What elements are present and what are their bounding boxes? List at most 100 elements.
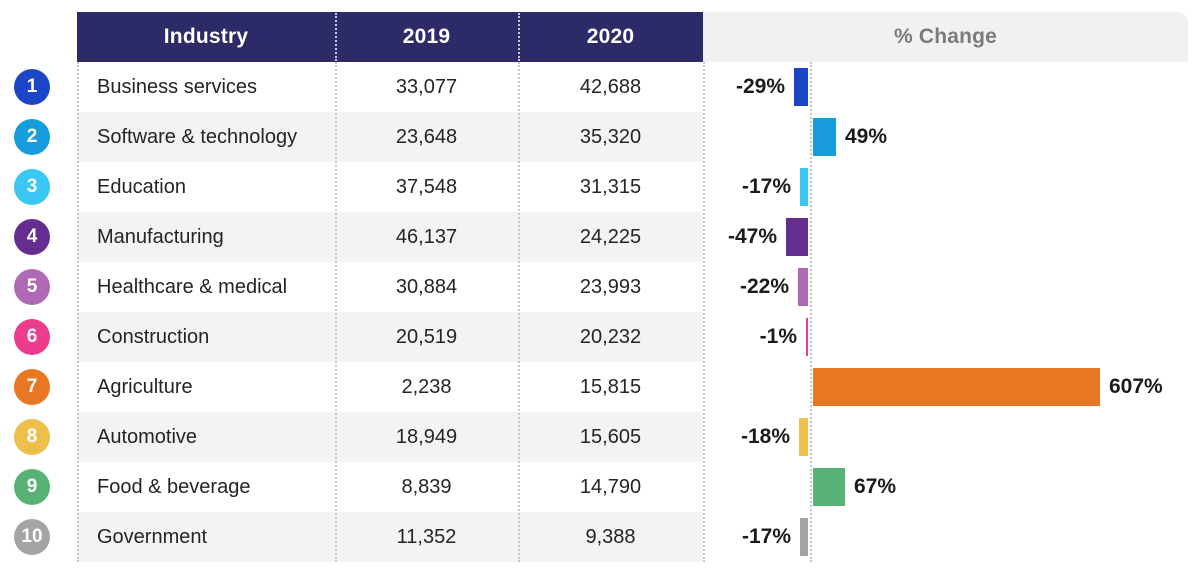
value-2020-cell: 9,388 (518, 512, 703, 562)
table-row: 9 Food & beverage 8,839 14,790 67% (14, 462, 1188, 512)
pct-change-label: -22% (739, 275, 789, 298)
value-2019-cell: 11,352 (335, 512, 518, 562)
value-2020-cell: 31,315 (579, 175, 642, 198)
value-2020-cell: 20,232 (518, 312, 703, 362)
table-row: 1 Business services 33,077 42,688 -29% (14, 62, 1188, 112)
pct-change-label: 607% (1109, 375, 1163, 398)
pct-change-bar (813, 368, 1100, 406)
column-divider (518, 13, 520, 61)
value-2019-cell: 8,839 (401, 475, 452, 498)
pct-change-bar (800, 168, 808, 206)
value-2019-cell: 33,077 (395, 75, 458, 98)
rank-number: 7 (26, 376, 38, 397)
pct-change-label: 67% (854, 475, 897, 498)
pct-change-label: -29% (735, 75, 785, 98)
pct-change-cell: -18% (703, 412, 1188, 462)
table-row: 2 Software & technology 23,648 35,320 49… (14, 112, 1188, 162)
pct-change-cell: -22% (703, 262, 1188, 312)
rank-number: 9 (26, 476, 38, 497)
rank-number: 2 (26, 126, 38, 147)
industry-cell: Manufacturing (77, 212, 335, 262)
table-row: 5 Healthcare & medical 30,884 23,993 -22… (14, 262, 1188, 312)
industry-cell: Food & beverage (97, 475, 251, 498)
rank-number: 10 (21, 526, 43, 547)
value-2020-cell: 42,688 (579, 75, 642, 98)
value-2020-cell: 15,815 (579, 375, 642, 398)
industry-cell: Education (97, 175, 186, 198)
value-2020-cell: 15,605 (518, 412, 703, 462)
value-2019-cell: 23,648 (335, 112, 518, 162)
rank-badge: 9 (14, 469, 50, 505)
pct-change-bar (786, 218, 808, 256)
value-2019-cell: 20,519 (335, 312, 518, 362)
pct-change-cell: -17% (703, 162, 1188, 212)
table-row: 7 Agriculture 2,238 15,815 607% (14, 362, 1188, 412)
industry-cell: Healthcare & medical (97, 275, 288, 298)
value-2019-cell: 2,238 (401, 375, 452, 398)
value-2020-cell: 14,790 (579, 475, 642, 498)
value-2019-cell: 30,884 (395, 275, 458, 298)
header-industry: Industry (77, 12, 335, 62)
header-pct-change: % Change (703, 12, 1188, 62)
rank-badge: 4 (14, 219, 50, 255)
pct-change-bar (813, 468, 845, 506)
value-2019-cell: 18,949 (335, 412, 518, 462)
value-2020-cell: 24,225 (518, 212, 703, 262)
rank-badge: 1 (14, 69, 50, 105)
table-row: 6 Construction 20,519 20,232 -1% (14, 312, 1188, 362)
column-divider (77, 62, 79, 562)
industry-cell: Government (77, 512, 335, 562)
pct-change-label: -47% (727, 225, 777, 248)
pct-change-cell: -1% (703, 312, 1188, 362)
column-divider (335, 62, 337, 562)
rank-badge: 3 (14, 169, 50, 205)
rank-badge: 8 (14, 419, 50, 455)
table-header: Industry 2019 2020 % Change (77, 12, 1188, 62)
industry-cell: Automotive (77, 412, 335, 462)
pct-change-bar (798, 268, 808, 306)
rank-number: 8 (26, 426, 38, 447)
value-2020-cell: 35,320 (518, 112, 703, 162)
table-row: 3 Education 37,548 31,315 -17% (14, 162, 1188, 212)
rank-number: 1 (26, 76, 38, 97)
pct-change-cell: -47% (703, 212, 1188, 262)
bar-baseline (810, 62, 812, 562)
rank-number: 6 (26, 326, 38, 347)
table-row: 10 Government 11,352 9,388 -17% (14, 512, 1188, 562)
column-divider (703, 62, 705, 562)
table-row: 8 Automotive 18,949 15,605 -18% (14, 412, 1188, 462)
rank-number: 4 (26, 226, 38, 247)
pct-change-bar (799, 418, 808, 456)
rank-badge: 2 (14, 119, 50, 155)
pct-change-label: -18% (740, 425, 790, 448)
pct-change-cell: 607% (703, 362, 1188, 412)
header-2019: 2019 (335, 12, 518, 62)
column-divider (335, 13, 337, 61)
pct-change-label: -1% (759, 325, 797, 348)
rank-badge: 6 (14, 319, 50, 355)
pct-change-label: -17% (741, 525, 791, 548)
pct-change-bar (800, 518, 808, 556)
pct-change-label: -17% (741, 175, 791, 198)
rank-badge: 10 (14, 519, 50, 555)
pct-change-bar (813, 118, 836, 156)
value-2019-cell: 37,548 (395, 175, 458, 198)
industry-cell: Business services (97, 75, 258, 98)
industry-cell: Construction (77, 312, 335, 362)
value-2019-cell: 46,137 (335, 212, 518, 262)
pct-change-cell: -17% (703, 512, 1188, 562)
column-divider (518, 62, 520, 562)
rank-badge: 7 (14, 369, 50, 405)
pct-change-bar (794, 68, 808, 106)
pct-change-label: 49% (845, 125, 888, 148)
industry-cell: Software & technology (77, 112, 335, 162)
pct-change-bar (806, 318, 808, 356)
table-row: 4 Manufacturing 46,137 24,225 -47% (14, 212, 1188, 262)
pct-change-cell: 67% (703, 462, 1188, 512)
rank-badge: 5 (14, 269, 50, 305)
rank-number: 5 (26, 276, 38, 297)
header-2020: 2020 (518, 12, 703, 62)
industry-cell: Agriculture (97, 375, 193, 398)
rank-number: 3 (26, 176, 38, 197)
